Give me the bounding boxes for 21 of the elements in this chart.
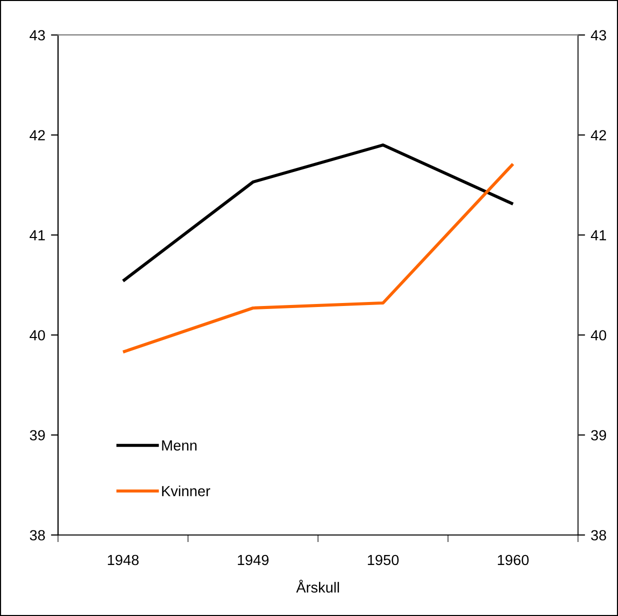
y-tick-label: 42 bbox=[30, 130, 45, 140]
y2-tick-label: 40 bbox=[590, 330, 606, 340]
y2-tick-label: 41 bbox=[590, 230, 606, 240]
y-tick-label: 38 bbox=[30, 530, 45, 540]
y2-tick-label: 42 bbox=[590, 130, 606, 140]
legend-label: Kvinner bbox=[162, 486, 210, 496]
y2-tick-label: 38 bbox=[591, 530, 606, 540]
line-series bbox=[122, 162, 515, 354]
x-tick-label: 1950 bbox=[368, 554, 399, 566]
x-tick-label: 1960 bbox=[498, 554, 529, 566]
y-tick-label: 43 bbox=[30, 30, 45, 40]
y-tick-label: 40 bbox=[30, 330, 45, 340]
y-tick-label: 41 bbox=[30, 230, 45, 240]
line-series bbox=[122, 143, 515, 283]
legend-label: Menn bbox=[162, 440, 196, 451]
y-tick-label: 39 bbox=[30, 430, 45, 440]
x-axis-title: Årskull bbox=[296, 580, 339, 593]
x-tick-label: 1948 bbox=[108, 554, 139, 566]
y2-tick-label: 43 bbox=[590, 30, 606, 40]
x-tick-label: 1949 bbox=[238, 554, 269, 566]
y2-tick-label: 39 bbox=[591, 430, 606, 440]
